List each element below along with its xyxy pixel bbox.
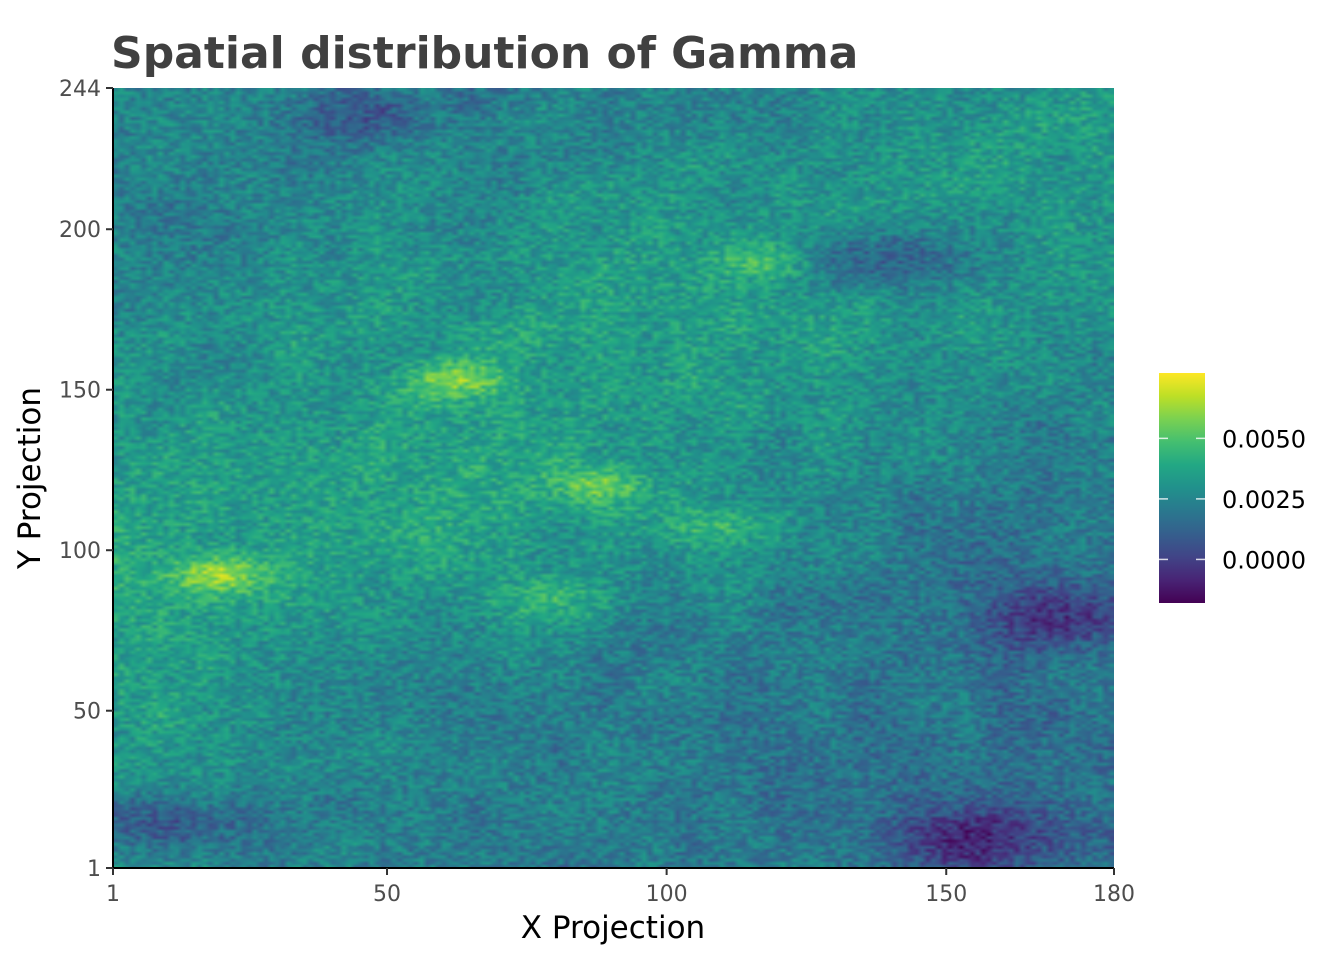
colorbar-tick-label: 0.0000 xyxy=(1222,546,1306,574)
colorbar-tick-label: 0.0050 xyxy=(1222,425,1306,453)
x-tick-label: 1 xyxy=(106,882,120,907)
heatmap-raster xyxy=(113,88,1114,868)
y-tick-label: 200 xyxy=(59,218,101,243)
x-tick-label: 50 xyxy=(373,882,401,907)
colorbar-legend: 0.0000 0.0025 0.0050 xyxy=(1159,373,1306,603)
x-axis-title: X Projection xyxy=(521,910,705,946)
x-axis-ticks: 1 50 100 150 180 xyxy=(106,868,1135,907)
colorbar-gradient xyxy=(1159,373,1205,603)
y-axis-title: Y Projection xyxy=(12,387,48,570)
y-tick-label: 1 xyxy=(87,857,101,882)
colorbar-ticks: 0.0000 0.0025 0.0050 xyxy=(1159,425,1306,574)
chart-title: Spatial distribution of Gamma xyxy=(111,28,858,79)
y-tick-label: 150 xyxy=(59,379,101,404)
y-tick-label: 100 xyxy=(59,539,101,564)
x-tick-label: 100 xyxy=(646,882,688,907)
colorbar-tick-label: 0.0025 xyxy=(1222,486,1306,514)
y-tick-label: 50 xyxy=(73,700,101,725)
x-tick-label: 150 xyxy=(925,882,967,907)
x-tick-label: 180 xyxy=(1093,882,1135,907)
heatmap-cells xyxy=(113,88,1114,868)
y-tick-label: 244 xyxy=(59,77,101,102)
